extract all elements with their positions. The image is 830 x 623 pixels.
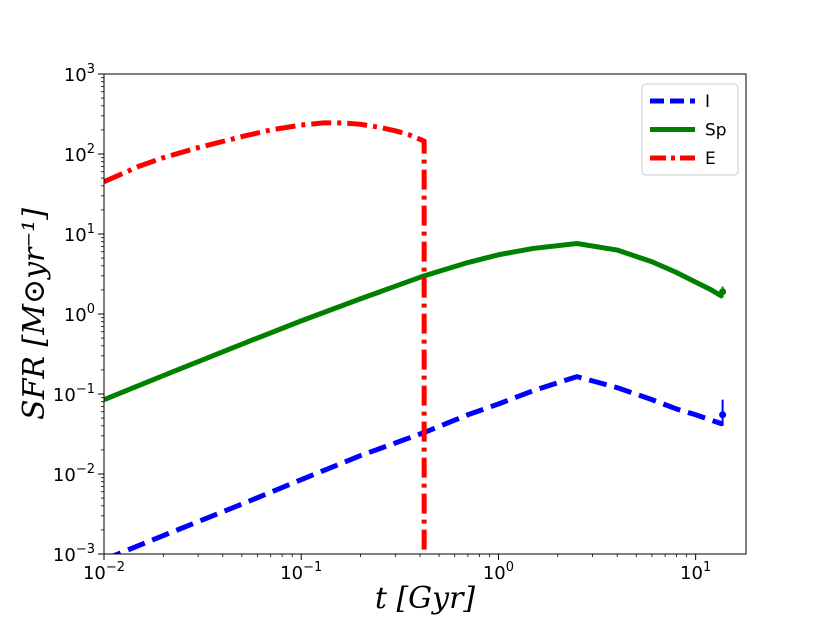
x-tick-label: 100	[483, 560, 514, 584]
y-tick-label: 103	[64, 62, 95, 86]
series-line-e	[104, 120, 427, 554]
y-axis-label: SFR [M⊙yr⁻¹]	[17, 208, 52, 420]
x-tick-label: 10−2	[83, 560, 125, 584]
legend-entry-e: E	[650, 149, 716, 169]
x-axis-label: t [Gyr]	[375, 581, 476, 616]
series-layer	[104, 120, 724, 554]
y-tick-label: 101	[64, 222, 95, 246]
series-line-i	[111, 374, 724, 554]
x-tick-label: 10−1	[280, 560, 322, 584]
legend-label: I	[705, 92, 710, 112]
legend: I Sp E	[641, 83, 739, 176]
y-tick-label: 102	[64, 142, 95, 166]
errorbar-sp	[719, 286, 727, 298]
y-tick-label: 10−1	[53, 382, 95, 406]
errorbar-i	[719, 399, 727, 426]
y-tick-label: 10−3	[53, 542, 95, 566]
x-tick-label: 101	[680, 560, 711, 584]
x-axis-ticks: 10−2 10−1 100 101	[83, 554, 711, 584]
series-line-sp	[104, 241, 724, 402]
y-tick-label: 100	[64, 302, 95, 326]
legend-entry-sp: Sp	[650, 121, 727, 141]
legend-label: E	[705, 149, 716, 169]
legend-entry-i: I	[650, 92, 710, 112]
errorbar-layer	[719, 286, 727, 426]
y-tick-label: 10−2	[53, 462, 95, 486]
legend-label: Sp	[705, 121, 727, 141]
y-axis-ticks: 10−3 10−2 10−1 100 101 102 103	[53, 62, 104, 566]
